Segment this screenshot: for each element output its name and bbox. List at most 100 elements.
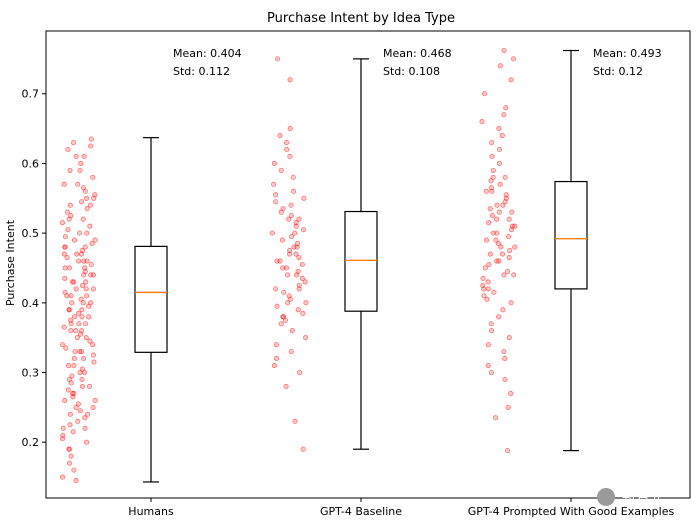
data-point	[78, 349, 85, 355]
data-point	[503, 195, 509, 201]
data-point	[83, 335, 89, 341]
data-point	[88, 143, 94, 149]
data-point	[287, 248, 293, 254]
data-point	[481, 293, 487, 299]
data-point	[85, 411, 91, 417]
data-point	[296, 216, 302, 222]
data-point	[280, 265, 286, 271]
data-point	[499, 251, 506, 257]
data-point	[512, 223, 518, 229]
data-point	[278, 321, 284, 327]
data-point	[485, 363, 491, 369]
data-point	[283, 383, 289, 390]
data-point	[490, 167, 496, 173]
y-axis-label: Purchase Intent	[4, 219, 17, 306]
data-point	[90, 272, 96, 278]
data-point	[70, 139, 77, 146]
data-point	[294, 241, 301, 247]
data-point	[82, 425, 88, 431]
data-point	[273, 192, 279, 198]
data-point	[491, 289, 497, 295]
data-point	[272, 286, 279, 292]
data-point	[494, 216, 500, 222]
data-point	[65, 146, 71, 153]
data-point	[77, 408, 83, 414]
data-point	[73, 328, 79, 334]
data-point	[300, 446, 306, 452]
data-point	[274, 303, 280, 309]
plot-frame	[45, 30, 691, 499]
data-point	[88, 136, 94, 142]
data-point	[290, 188, 297, 194]
data-point	[481, 286, 487, 292]
y-tick-label: 0.3	[22, 367, 40, 380]
data-point	[487, 251, 493, 257]
x-tick-label: Humans	[128, 505, 174, 518]
data-point	[64, 254, 70, 261]
data-point	[73, 478, 79, 484]
data-point	[80, 185, 86, 191]
data-point	[291, 244, 297, 250]
data-point	[287, 153, 293, 160]
data-point	[485, 279, 491, 285]
data-point	[84, 230, 90, 236]
data-point	[79, 314, 85, 320]
data-point	[300, 227, 307, 233]
data-point	[70, 390, 76, 396]
data-point	[293, 223, 299, 229]
data-point	[73, 286, 79, 292]
data-point	[75, 181, 81, 187]
data-point	[87, 223, 93, 229]
data-point	[496, 126, 502, 132]
data-point	[61, 251, 67, 257]
data-point	[489, 153, 495, 160]
y-tick-label: 0.5	[22, 227, 40, 240]
data-point	[303, 300, 309, 306]
data-point	[502, 174, 508, 180]
data-point	[283, 139, 290, 146]
data-point	[481, 91, 488, 97]
data-point	[92, 237, 98, 243]
data-point	[73, 153, 79, 160]
data-point	[76, 321, 82, 327]
data-point	[508, 390, 514, 396]
data-point	[74, 251, 80, 257]
data-point	[486, 261, 492, 268]
std-annotation: Std: 0.112	[173, 65, 230, 78]
data-point	[71, 356, 77, 362]
watermark-text: 新智元	[622, 490, 664, 506]
data-point	[490, 174, 496, 180]
data-point	[286, 293, 292, 299]
data-point	[271, 363, 277, 369]
data-point	[61, 181, 67, 187]
data-point	[83, 439, 90, 445]
data-point	[66, 265, 72, 271]
data-point	[488, 369, 494, 376]
data-point	[90, 342, 96, 348]
data-point	[60, 425, 66, 431]
data-point	[271, 160, 277, 166]
data-point	[65, 363, 72, 369]
data-point	[90, 286, 96, 292]
data-point	[64, 293, 70, 299]
data-point	[83, 195, 90, 201]
data-point	[87, 202, 93, 208]
data-point	[274, 56, 281, 62]
data-point	[67, 422, 73, 428]
data-point	[512, 244, 518, 250]
data-point	[62, 244, 68, 250]
data-point	[501, 47, 507, 54]
data-point	[75, 401, 81, 407]
data-point	[503, 192, 509, 198]
data-point	[497, 181, 503, 187]
data-point	[82, 265, 88, 271]
data-point	[286, 216, 292, 222]
data-point	[483, 188, 489, 194]
data-point	[279, 237, 285, 243]
data-point	[485, 286, 491, 292]
data-point	[84, 206, 90, 212]
data-point	[511, 272, 517, 278]
data-point	[483, 237, 490, 243]
data-point	[296, 282, 302, 288]
data-point	[78, 199, 85, 205]
